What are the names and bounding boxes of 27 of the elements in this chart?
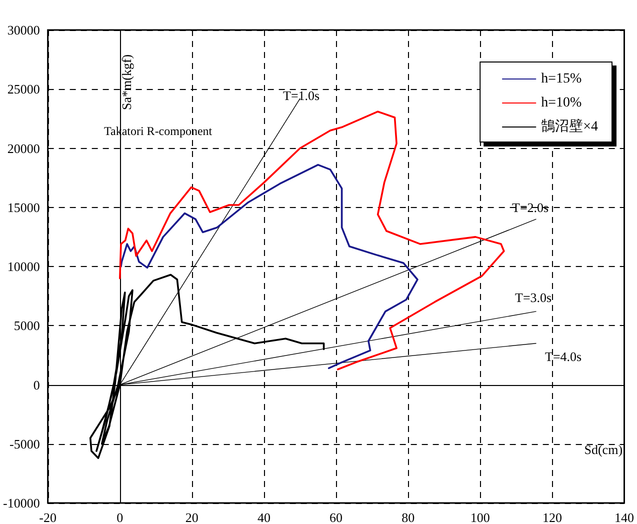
y-tick-label: 5000 [14,318,40,334]
x-tick-label: 120 [542,510,562,524]
y-tick-label: 0 [33,377,40,392]
annotation: T=4.0s [545,349,582,364]
x-tick-label: -20 [39,510,56,524]
legend-label: h=10% [541,96,582,110]
annotation: T=2.0s [512,200,549,215]
y-tick-label: 20000 [7,140,40,156]
y-tick-label: 15000 [7,200,40,215]
x-tick-label: 80 [402,510,415,524]
legend-label: h=15% [541,72,582,86]
x-tick-label: 20 [185,510,198,524]
x-tick-label: 140 [614,510,634,524]
annotation: T=1.0s [283,88,320,103]
annotation: T=3.0s [515,290,552,305]
x-tick-label: 40 [257,510,270,524]
legend-label: 鵠沼壁×4 [541,118,598,134]
x-tick-label: 0 [116,510,124,524]
x-tick-label: 100 [470,510,490,524]
y-tick-label: 10000 [7,259,40,274]
y-tick-label: 25000 [7,82,40,97]
y-tick-label: -10000 [2,496,40,510]
x-tick-label: 60 [330,510,343,524]
x-axis-title: Sd(cm) [584,442,623,457]
y-tick-label: 30000 [7,22,40,38]
y-axis-title: Sa*m(kgf) [118,54,134,110]
y-tick-label: -5000 [9,436,40,452]
